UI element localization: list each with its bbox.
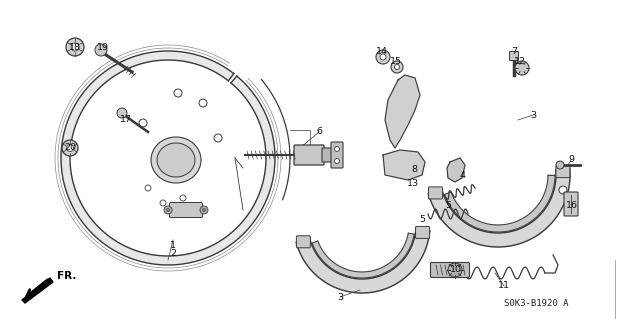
Text: 10: 10 bbox=[450, 265, 462, 275]
Polygon shape bbox=[383, 150, 425, 180]
Text: 14: 14 bbox=[376, 48, 388, 56]
Ellipse shape bbox=[151, 137, 201, 183]
Circle shape bbox=[335, 159, 339, 164]
Circle shape bbox=[67, 145, 74, 152]
Circle shape bbox=[62, 140, 78, 156]
Circle shape bbox=[214, 134, 222, 142]
Circle shape bbox=[95, 44, 107, 56]
Text: 7: 7 bbox=[511, 48, 517, 56]
Text: 20: 20 bbox=[64, 144, 76, 152]
FancyBboxPatch shape bbox=[294, 145, 324, 165]
Circle shape bbox=[180, 195, 186, 201]
Circle shape bbox=[174, 89, 182, 97]
Text: 6: 6 bbox=[316, 128, 322, 137]
Text: 5: 5 bbox=[419, 216, 425, 225]
Circle shape bbox=[376, 50, 390, 64]
Polygon shape bbox=[296, 230, 429, 293]
Text: S0K3-B1920 A: S0K3-B1920 A bbox=[504, 299, 568, 308]
Text: 4: 4 bbox=[459, 170, 465, 180]
Text: 18: 18 bbox=[69, 42, 81, 51]
Text: 16: 16 bbox=[566, 201, 578, 210]
Text: 2: 2 bbox=[170, 249, 176, 257]
FancyBboxPatch shape bbox=[296, 236, 310, 248]
FancyBboxPatch shape bbox=[170, 203, 202, 218]
Text: 19: 19 bbox=[97, 42, 109, 51]
Circle shape bbox=[556, 161, 564, 169]
FancyBboxPatch shape bbox=[415, 226, 429, 238]
Circle shape bbox=[145, 185, 151, 191]
Text: 3: 3 bbox=[337, 293, 343, 301]
FancyBboxPatch shape bbox=[429, 187, 442, 199]
FancyBboxPatch shape bbox=[331, 142, 343, 168]
FancyBboxPatch shape bbox=[431, 263, 470, 278]
Text: 9: 9 bbox=[568, 155, 574, 165]
Polygon shape bbox=[444, 175, 555, 232]
Text: 12: 12 bbox=[514, 57, 526, 66]
Circle shape bbox=[71, 43, 79, 51]
Text: 11: 11 bbox=[498, 281, 510, 291]
Circle shape bbox=[117, 108, 127, 118]
Circle shape bbox=[335, 146, 339, 152]
Circle shape bbox=[391, 61, 403, 73]
Circle shape bbox=[199, 99, 207, 107]
Circle shape bbox=[66, 38, 84, 56]
Circle shape bbox=[394, 64, 399, 70]
Polygon shape bbox=[428, 169, 570, 247]
Text: FR.: FR. bbox=[57, 271, 76, 281]
FancyBboxPatch shape bbox=[556, 166, 570, 178]
FancyBboxPatch shape bbox=[322, 148, 336, 162]
Circle shape bbox=[202, 209, 205, 211]
Text: 8: 8 bbox=[411, 166, 417, 174]
Circle shape bbox=[200, 206, 208, 214]
Text: 15: 15 bbox=[390, 57, 402, 66]
Circle shape bbox=[448, 263, 462, 277]
Polygon shape bbox=[61, 51, 275, 265]
Polygon shape bbox=[447, 158, 465, 182]
Text: 1: 1 bbox=[170, 241, 176, 249]
Ellipse shape bbox=[157, 143, 195, 177]
FancyBboxPatch shape bbox=[564, 192, 578, 216]
Circle shape bbox=[164, 206, 172, 214]
Circle shape bbox=[166, 209, 170, 211]
Text: 3: 3 bbox=[530, 110, 536, 120]
FancyBboxPatch shape bbox=[509, 51, 518, 61]
Circle shape bbox=[380, 54, 386, 60]
Polygon shape bbox=[385, 75, 420, 148]
Circle shape bbox=[559, 186, 567, 194]
Text: 5: 5 bbox=[445, 201, 451, 210]
Circle shape bbox=[160, 200, 166, 206]
Text: 13: 13 bbox=[407, 179, 419, 188]
Circle shape bbox=[139, 119, 147, 127]
Circle shape bbox=[515, 61, 529, 75]
Text: 17: 17 bbox=[120, 115, 132, 124]
Polygon shape bbox=[22, 278, 53, 303]
Polygon shape bbox=[312, 233, 414, 278]
